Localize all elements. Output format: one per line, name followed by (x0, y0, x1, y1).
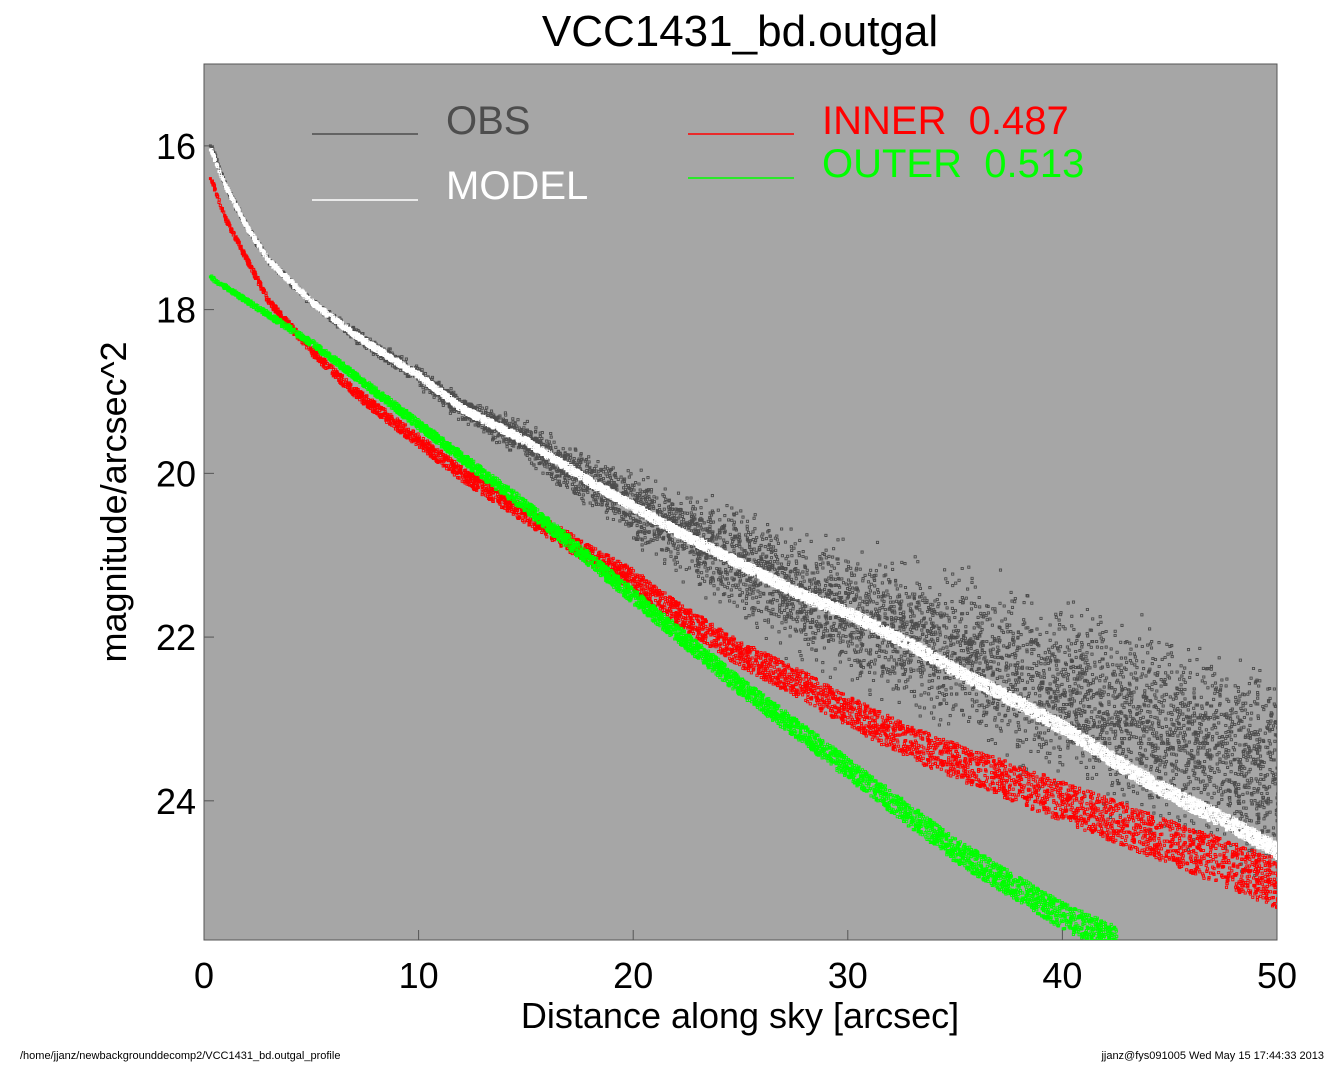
series-outer-point (631, 594, 635, 598)
series-inner-point (1018, 782, 1021, 786)
series-outer-point (417, 422, 421, 426)
series-model-point (208, 148, 212, 152)
x-axis-label: Distance along sky [arcsec] (521, 995, 959, 1036)
x-tick-label: 30 (828, 955, 868, 996)
series-model-point (588, 480, 592, 483)
series-inner-point (352, 390, 356, 393)
series-inner-point (631, 578, 635, 582)
y-tick-label: 20 (156, 453, 196, 494)
plot-area (203, 63, 1278, 941)
series-inner-point (224, 218, 227, 222)
x-tick-label: 50 (1257, 955, 1297, 996)
series-inner-point (803, 684, 807, 688)
series-model-point (846, 611, 850, 614)
x-tick-label: 40 (1042, 955, 1082, 996)
series-inner-point (460, 471, 463, 475)
series-model-point (1125, 766, 1129, 770)
series-outer-cloud (210, 274, 1119, 940)
series-model-point (1275, 848, 1277, 852)
series-obs-point (1275, 766, 1277, 770)
series-outer-point (208, 275, 212, 279)
series-inner-point (674, 611, 678, 614)
series-outer-point (1060, 913, 1064, 917)
legend-label-obs: OBS (446, 99, 530, 143)
series-obs-point (1060, 692, 1064, 696)
series-model-point (803, 594, 807, 598)
series-model-point (352, 332, 356, 336)
series-model-point (309, 299, 313, 303)
series-model-point (1232, 823, 1236, 827)
series-inner-point (953, 758, 957, 762)
series-inner-point (309, 349, 313, 352)
y-tick-label: 22 (156, 617, 196, 658)
legend-label-outer: OUTER 0.513 (822, 142, 1084, 186)
series-outer-point (846, 766, 850, 770)
series-model-point (674, 529, 678, 533)
series-inner-point (846, 709, 850, 713)
series-obs-point (1232, 758, 1236, 762)
series-inner-point (910, 742, 914, 745)
series-model-point (1018, 701, 1021, 705)
series-model-point (953, 668, 957, 672)
x-tick-label: 20 (613, 955, 653, 996)
series-outer-point (524, 504, 528, 508)
series-model-point (1168, 791, 1172, 795)
series-inner-point (1232, 864, 1236, 868)
series-outer (208, 274, 1119, 940)
series-model-point (224, 185, 227, 189)
series-model-point (631, 504, 635, 508)
legend: OBS MODEL INNER 0.487 OUTER 0.513 (312, 99, 1084, 208)
series-inner-point (266, 299, 270, 303)
series-obs-point (1018, 676, 1021, 680)
series-model-point (524, 439, 528, 443)
x-tick-label: 10 (399, 955, 439, 996)
series-obs-point (1168, 733, 1172, 737)
series-outer-point (1114, 938, 1118, 940)
series-model-point (1060, 725, 1064, 729)
series-model-point (245, 226, 249, 230)
series-outer-point (309, 340, 313, 344)
series-inner-point (417, 439, 421, 443)
series-inner-point (524, 512, 528, 516)
footer-stamp: jjanz@fys091005 Wed May 15 17:44:33 2013 (1101, 1050, 1324, 1062)
series-layer (208, 144, 1277, 940)
axes: 0 10 20 30 40 50 16 18 20 22 24 (156, 126, 1297, 996)
y-tick-label: 16 (156, 126, 196, 167)
series-outer-point (953, 848, 957, 852)
series-inner-point (245, 259, 249, 262)
chart-title: VCC1431_bd.outgal (542, 7, 938, 56)
y-tick-label: 18 (156, 290, 196, 331)
series-model-point (417, 373, 421, 377)
series-inner-point (1125, 823, 1129, 827)
y-axis-label: magnitude/arcsec^2 (93, 341, 134, 662)
legend-label-inner: INNER 0.487 (822, 99, 1069, 143)
series-model-point (266, 259, 270, 262)
series-inner-point (1060, 799, 1064, 803)
legend-label-model: MODEL (446, 164, 588, 208)
series-obs-point (953, 652, 957, 655)
series-model-point (460, 406, 463, 410)
series-model-cloud (210, 148, 1277, 860)
x-tick-label: 0 (194, 955, 214, 996)
series-obs-point (910, 635, 914, 639)
series-model-point (910, 643, 914, 647)
series-model (208, 148, 1277, 860)
series-inner-point (1168, 840, 1172, 844)
series-inner-point (739, 652, 742, 655)
footer-path: /home/jjanz/newbackgrounddecomp2/VCC1431… (20, 1050, 341, 1062)
series-inner-point (208, 177, 212, 181)
series-inner-point (1275, 881, 1277, 885)
series-outer-point (739, 684, 742, 688)
series-obs-point (1125, 717, 1129, 721)
series-model-point (739, 561, 742, 565)
y-tick-label: 24 (156, 781, 196, 822)
